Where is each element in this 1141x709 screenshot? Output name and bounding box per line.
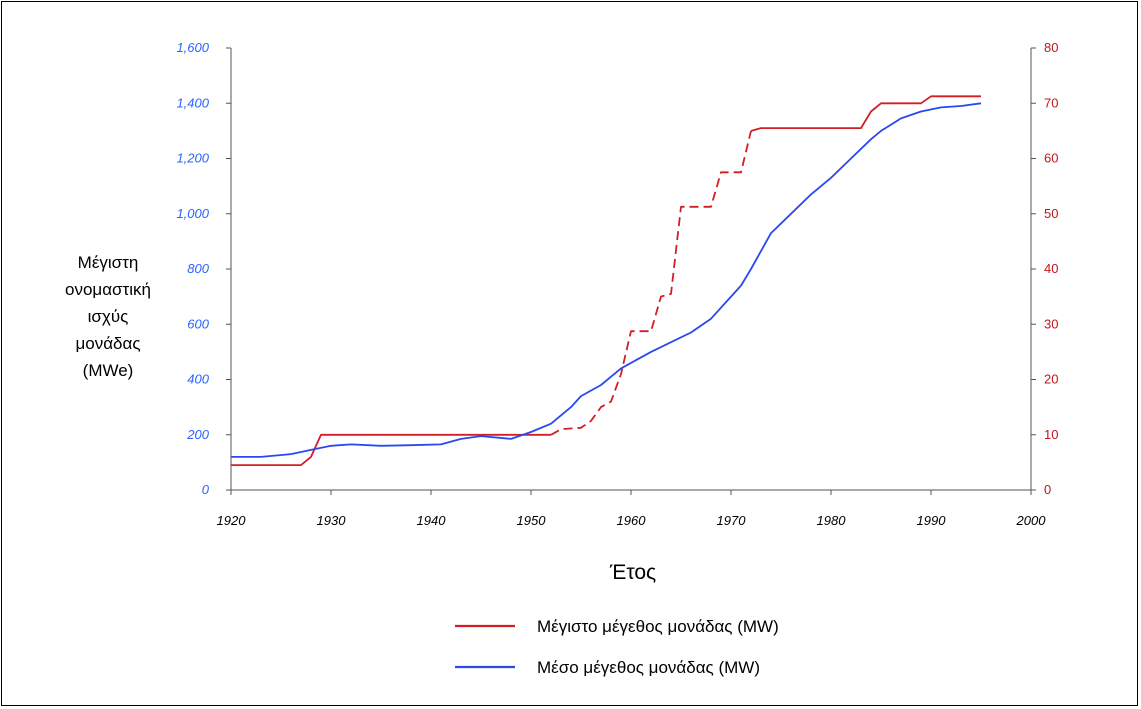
series-mean-unit-size <box>231 102 982 458</box>
x-tick-label: 1950 <box>517 513 547 528</box>
legend-label-mean: Μέσο μέγεθος μονάδας (MW) <box>537 658 760 677</box>
y-axis-label-line: ονομαστική <box>65 280 151 299</box>
x-axis-label: Έτος <box>609 561 656 584</box>
y-tick-left-label: 1,000 <box>176 206 209 221</box>
series-line-segment <box>231 433 551 466</box>
y-tick-right-label: 50 <box>1044 206 1058 221</box>
y-tick-left-label: 400 <box>187 372 209 387</box>
legend: Μέγιστο μέγεθος μονάδας (MW) Μέσο μέγεθο… <box>455 617 779 677</box>
series-line-segment <box>231 102 982 458</box>
y-tick-right-label: 70 <box>1044 95 1058 110</box>
x-tick-label: 2000 <box>1016 513 1047 528</box>
x-tick-label: 1990 <box>917 513 947 528</box>
y-axis-label-line: Μέγιστη <box>78 253 139 272</box>
series-line-segment <box>750 95 981 132</box>
y-axis-label-line: (MWe) <box>83 361 134 380</box>
plot-area: 0 200 400 600 800 1,000 1,200 1,400 1,600 0 10 20 30… <box>176 40 1058 528</box>
y-tick-left-label: 600 <box>187 316 209 331</box>
x-tick-label: 1970 <box>717 513 747 528</box>
y-axis-label-line: μονάδας <box>75 334 140 353</box>
legend-label-max: Μέγιστο μέγεθος μονάδας (MW) <box>537 617 779 636</box>
y-tick-left-label: 1,400 <box>176 95 209 110</box>
x-tick-label: 1930 <box>317 513 347 528</box>
y-tick-right-label: 20 <box>1044 372 1058 387</box>
y-tick-right-label: 40 <box>1044 261 1058 276</box>
y-tick-left-label: 200 <box>186 427 209 442</box>
series-max-unit-size <box>231 95 981 466</box>
x-tick-label: 1960 <box>617 513 647 528</box>
y-tick-right-label: 10 <box>1044 427 1058 442</box>
y-tick-left-label: 1,200 <box>176 151 209 166</box>
series-layer <box>231 95 982 466</box>
y-tick-right-label: 0 <box>1044 482 1051 497</box>
y-tick-left-label: 1,600 <box>176 40 209 55</box>
x-tick-label: 1920 <box>217 513 247 528</box>
y-tick-right-label: 30 <box>1044 316 1058 331</box>
x-tick-label: 1940 <box>417 513 447 528</box>
y-axis-label: Μέγιστη ονομαστική ισχύς μονάδας (MWe) <box>65 253 151 380</box>
series-line-segment <box>550 130 752 436</box>
x-tick-label: 1980 <box>817 513 847 528</box>
y-tick-right-label: 80 <box>1044 40 1058 55</box>
y-tick-left-label: 0 <box>202 482 210 497</box>
y-tick-left-label: 800 <box>187 261 209 276</box>
y-tick-right-label: 60 <box>1044 151 1058 166</box>
y-axis-label-line: ισχύς <box>88 307 129 326</box>
